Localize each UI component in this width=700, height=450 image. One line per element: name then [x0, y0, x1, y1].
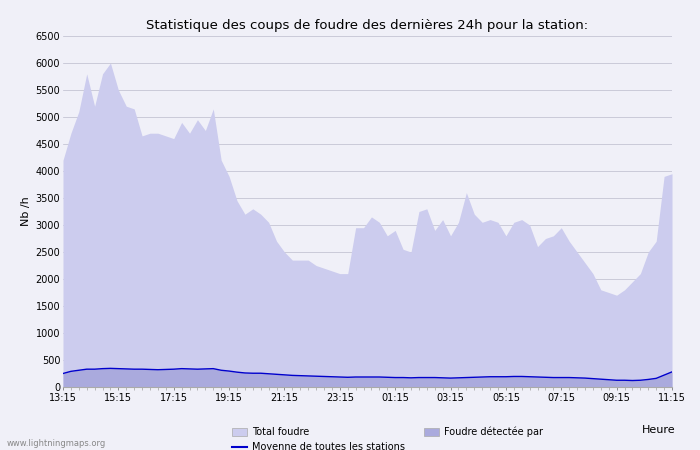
Text: Heure: Heure [642, 425, 675, 435]
Legend: Total foudre, Moyenne de toutes les stations, Foudre détectée par: Total foudre, Moyenne de toutes les stat… [232, 427, 542, 450]
Text: www.lightningmaps.org: www.lightningmaps.org [7, 439, 106, 448]
Y-axis label: Nb /h: Nb /h [21, 197, 32, 226]
Title: Statistique des coups de foudre des dernières 24h pour la station:: Statistique des coups de foudre des dern… [146, 19, 589, 32]
